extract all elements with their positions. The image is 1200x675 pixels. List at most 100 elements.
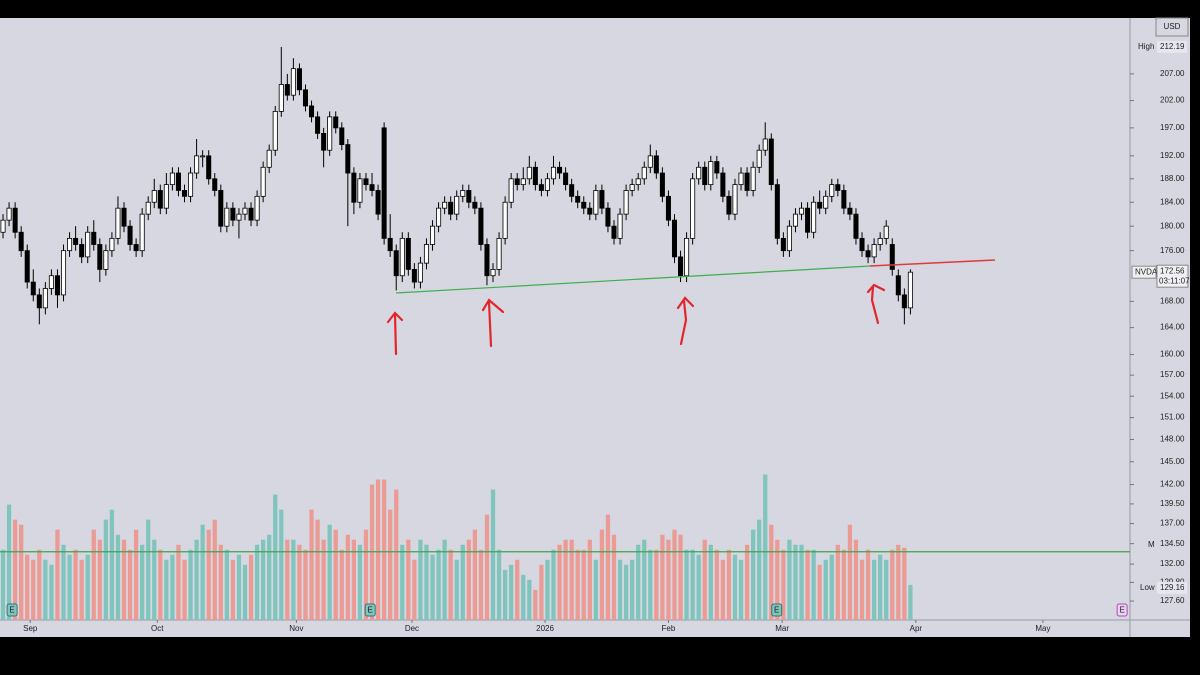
candle-body (611, 225, 617, 239)
candle-body (708, 161, 714, 186)
volume-bar (587, 539, 592, 620)
volume-bar (648, 549, 653, 620)
volume-bar (424, 544, 429, 620)
volume-bar (127, 549, 133, 620)
candle-body (550, 166, 557, 180)
volume-bar (351, 539, 356, 620)
volume-bar (617, 559, 623, 620)
volume-bar (97, 539, 102, 620)
candle-body (357, 178, 363, 203)
candle-body (333, 116, 339, 129)
y-tick-label: 202.00 (1160, 96, 1185, 105)
earnings-marker (771, 603, 783, 617)
candle-body (829, 184, 835, 197)
volume-bar (630, 559, 635, 620)
candle-body (181, 190, 188, 197)
candle-body (466, 190, 472, 203)
candle-body (544, 178, 550, 191)
volume-bar (672, 529, 677, 620)
volume-bar (25, 554, 30, 620)
volume-bar (412, 559, 417, 620)
candle-body (224, 207, 230, 227)
volume-bar (551, 549, 556, 620)
candle-body (720, 172, 726, 197)
plot: Sep Oct Nov Dec 2026 Feb Mar Apr May E E E E (0, 46, 1130, 633)
candle-body (871, 244, 877, 258)
candle-body (60, 250, 67, 296)
volume-bar (581, 549, 586, 620)
y-tick-label: 137.00 (1160, 519, 1185, 528)
candle-body (236, 213, 242, 221)
volume-bar (708, 544, 713, 620)
x-tick-label: 2026 (536, 624, 554, 633)
volume-bar (575, 549, 580, 620)
candle-body (296, 68, 302, 91)
candle-body (302, 89, 309, 107)
volume-bar (605, 514, 611, 620)
candle-body (218, 190, 224, 227)
candle-body (805, 207, 811, 233)
y-tick-label: 154.00 (1160, 391, 1185, 400)
volume-bar (43, 559, 48, 620)
candle-body (726, 195, 732, 215)
candle-body (599, 190, 605, 209)
earnings-label: E (9, 606, 14, 615)
candle-body (12, 207, 18, 233)
volume-bar (823, 559, 828, 620)
volume-bar (230, 559, 236, 620)
volume-bar (285, 539, 290, 620)
candle-body (399, 237, 405, 277)
candle-body (423, 244, 429, 264)
earnings-marker (364, 603, 376, 617)
candle-body (103, 250, 109, 270)
candle-body (859, 237, 865, 252)
candle-body (430, 225, 436, 245)
volume-bar (811, 549, 816, 620)
candle-body (569, 184, 575, 197)
x-tick-label: Dec (405, 624, 419, 633)
arrow (481, 298, 505, 348)
volume-bar (388, 509, 393, 620)
candle-body (290, 68, 296, 96)
candle-body (774, 184, 780, 239)
volume-bar (454, 559, 459, 620)
candle-body (811, 201, 817, 233)
volume-bar (744, 544, 750, 620)
candle-body (768, 138, 774, 186)
candle-body (605, 207, 611, 227)
arrow (386, 311, 404, 356)
candle-body (629, 184, 635, 191)
chart-background (0, 18, 1190, 637)
y-tick-label: 157.00 (1160, 370, 1185, 379)
candle-body (200, 155, 206, 158)
candle-body (442, 201, 448, 209)
y-tick-label: 197.00 (1160, 123, 1185, 132)
candle-body (907, 271, 913, 309)
x-tick-label: Sep (23, 624, 38, 633)
candle-body (79, 244, 85, 258)
candle-body (321, 133, 327, 151)
volume-bar (37, 549, 42, 620)
candle-body (750, 166, 756, 191)
volume-bar (115, 534, 121, 620)
currency-box (1155, 17, 1189, 37)
volume-bar (394, 489, 399, 620)
volume-bar (623, 564, 629, 620)
candle-body (865, 250, 871, 258)
volume-bar (212, 519, 217, 620)
volume-bar (509, 564, 514, 620)
high-label: High (1138, 42, 1154, 51)
volume-bar (31, 559, 36, 620)
volume-bar (103, 519, 108, 620)
volume-bar (660, 534, 665, 620)
y-tick-label: 164.00 (1160, 323, 1185, 332)
volume-bar (521, 574, 526, 620)
y-tick-label: 160.00 (1160, 350, 1185, 359)
volume-bar (188, 549, 193, 620)
candle-body (653, 155, 659, 174)
candle-body (538, 184, 544, 191)
candle-body (163, 184, 169, 209)
volume-bar (200, 524, 205, 620)
volume-bar (121, 539, 127, 620)
candle-body (139, 213, 145, 252)
